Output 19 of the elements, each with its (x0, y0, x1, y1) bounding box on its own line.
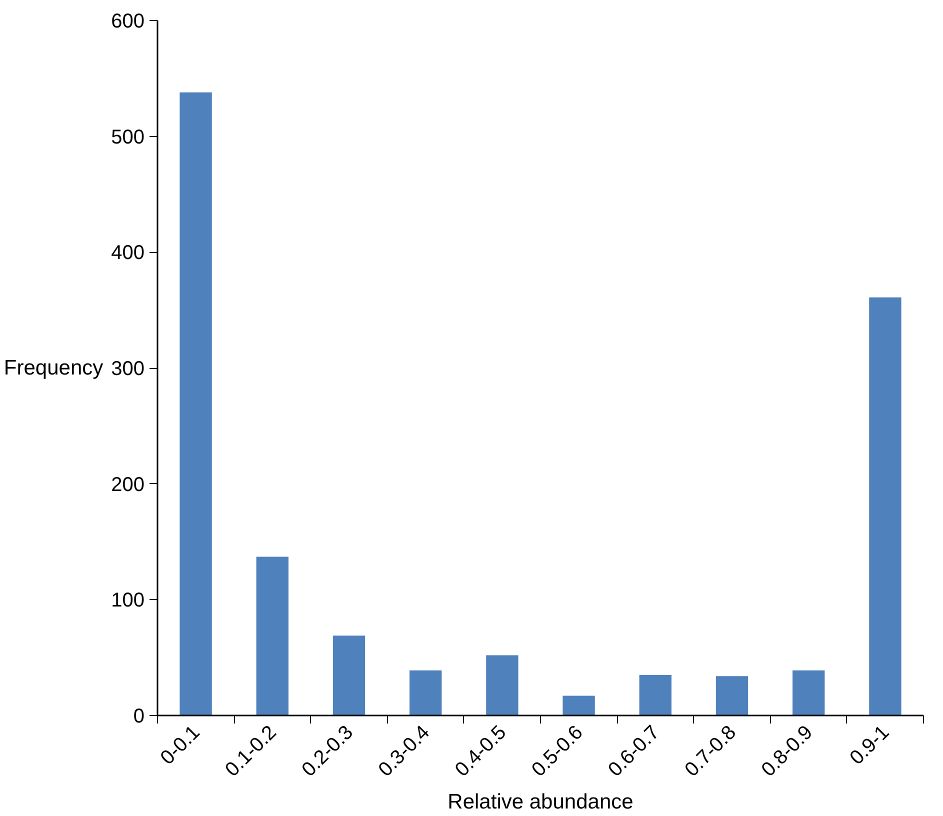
y-tick-label: 0 (133, 706, 144, 728)
y-tick-label: 300 (111, 358, 145, 380)
bar (332, 636, 366, 716)
bar (256, 556, 288, 716)
bar (562, 696, 595, 716)
y-tick-label: 100 (111, 590, 145, 612)
x-axis-title: Relative abundance (448, 790, 634, 814)
bar (410, 670, 442, 716)
y-tick-label: 500 (111, 126, 145, 148)
bar (486, 655, 518, 716)
y-tick-label: 600 (111, 10, 145, 32)
y-axis-title: Frequency (4, 356, 104, 380)
y-tick-label: 200 (111, 474, 145, 496)
bar (180, 92, 212, 716)
bar (792, 670, 825, 716)
y-tick-label: 400 (111, 242, 145, 264)
bar (716, 676, 748, 716)
bar (869, 297, 902, 716)
bar (639, 674, 672, 716)
